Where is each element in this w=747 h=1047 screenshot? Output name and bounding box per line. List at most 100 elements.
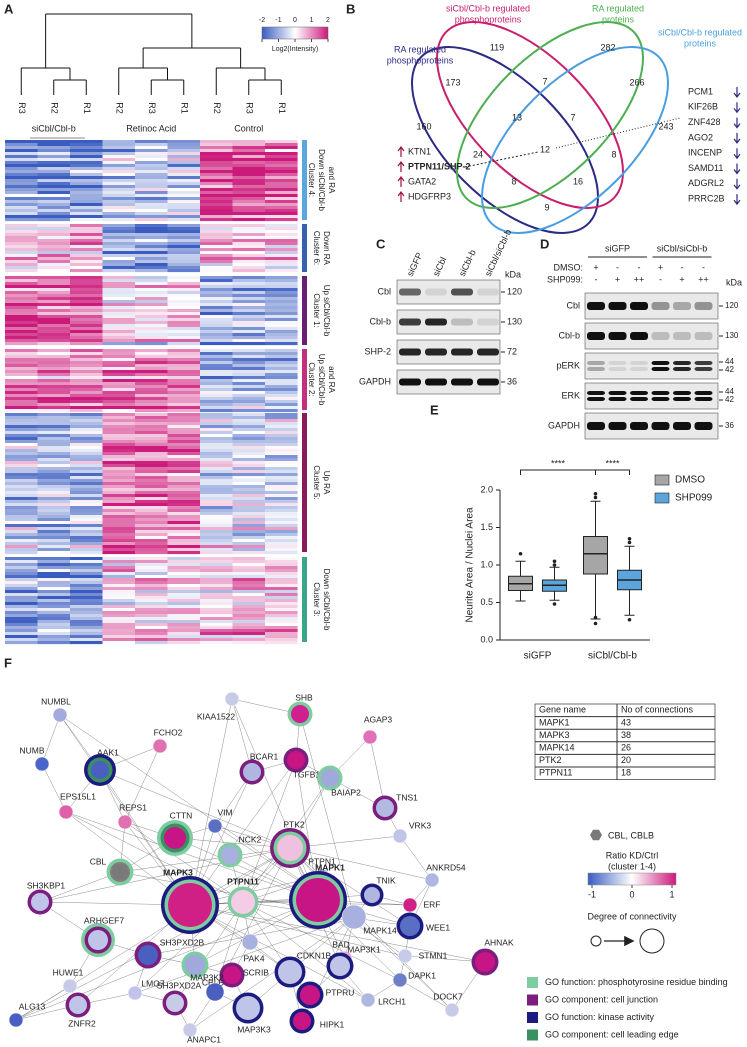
heatmap-cell bbox=[200, 428, 233, 432]
heatmap-cell bbox=[135, 230, 168, 234]
heatmap-cell bbox=[167, 575, 201, 579]
heatmap-cell bbox=[265, 152, 298, 156]
y-tick-label: 1.5 bbox=[480, 522, 493, 532]
heatmap-cell bbox=[200, 566, 233, 570]
heatmap-cell bbox=[167, 500, 201, 504]
heatmap-cell bbox=[200, 294, 233, 298]
band bbox=[651, 422, 670, 430]
heatmap-cell bbox=[265, 391, 298, 395]
blot bbox=[584, 382, 719, 410]
heatmap-cell bbox=[135, 358, 168, 362]
heatmap-cell bbox=[37, 143, 71, 147]
network-node: TNIK bbox=[360, 875, 396, 907]
heatmap-cell bbox=[70, 491, 103, 495]
venn-count: 7 bbox=[570, 112, 575, 122]
heatmap-cell bbox=[70, 638, 103, 642]
heatmap-cell bbox=[5, 623, 38, 627]
heatmap-cell bbox=[200, 536, 233, 540]
heatmap-cell bbox=[167, 446, 201, 450]
heatmap-cell bbox=[5, 197, 38, 201]
heatmap-cell bbox=[70, 242, 103, 246]
heatmap-cell bbox=[70, 206, 103, 210]
network-node: HUWE1 bbox=[53, 967, 84, 994]
node bbox=[207, 818, 223, 834]
heatmap-cell bbox=[232, 242, 266, 246]
node-label: AAK1 bbox=[97, 747, 119, 757]
significance-label: **** bbox=[605, 458, 620, 468]
heatmap-cell bbox=[37, 206, 71, 210]
heatmap-cell bbox=[37, 269, 71, 273]
heatmap-cell bbox=[265, 557, 298, 561]
heatmap-cell bbox=[135, 406, 168, 410]
heatmap-cell bbox=[5, 385, 38, 389]
heatmap-cell bbox=[265, 434, 298, 438]
heatmap-cell bbox=[5, 315, 38, 319]
node-label: AGAP3 bbox=[364, 714, 393, 724]
heatmap-cell bbox=[167, 572, 201, 576]
heatmap-cell bbox=[265, 358, 298, 362]
cluster-bar bbox=[302, 557, 307, 642]
y-tick-label: 0.0 bbox=[480, 634, 493, 644]
node-label: MAPK14 bbox=[363, 925, 397, 935]
heatmap-cell bbox=[135, 464, 168, 468]
heatmap-cell bbox=[135, 185, 168, 189]
heatmap-cell bbox=[167, 294, 201, 298]
heatmap-cell bbox=[265, 203, 298, 207]
colorbar-tick-label: 2 bbox=[326, 17, 330, 24]
heatmap-cell bbox=[70, 545, 103, 549]
heatmap-cell bbox=[135, 309, 168, 313]
panel-letter: A bbox=[4, 1, 14, 16]
heatmap-cell bbox=[70, 361, 103, 365]
band bbox=[673, 367, 691, 371]
heatmap-cell bbox=[102, 638, 136, 642]
venn-set-label: siCbl/Cbl-b regulated bbox=[446, 3, 530, 13]
node-label: PTPN1 bbox=[308, 856, 336, 866]
heatmap-cell bbox=[5, 593, 38, 597]
heatmap-cell bbox=[135, 608, 168, 612]
heatmap-cell bbox=[37, 161, 71, 165]
heatmap-cell bbox=[265, 324, 298, 328]
heatmap-cell bbox=[265, 179, 298, 183]
heatmap-cell bbox=[5, 312, 38, 316]
heatmap-cell bbox=[167, 218, 201, 222]
heatmap-cell bbox=[37, 167, 71, 171]
band bbox=[630, 367, 648, 371]
node-label: VRK3 bbox=[409, 820, 431, 830]
heatmap-cell bbox=[135, 557, 168, 561]
heatmap-cell bbox=[265, 425, 298, 429]
heatmap-cell bbox=[265, 596, 298, 600]
heatmap-cell bbox=[102, 545, 136, 549]
heatmap-cell bbox=[200, 327, 233, 331]
heatmap-cell bbox=[37, 149, 71, 153]
heatmap-cell bbox=[167, 318, 201, 322]
outlier bbox=[627, 540, 632, 545]
heatmap-cell bbox=[200, 596, 233, 600]
outlier bbox=[593, 491, 598, 496]
heatmap-cell bbox=[102, 318, 136, 322]
heatmap-cell bbox=[37, 572, 71, 576]
heatmap-cell bbox=[135, 242, 168, 246]
heatmap-cell bbox=[200, 254, 233, 258]
heatmap-cell bbox=[200, 503, 233, 507]
heatmap-cell bbox=[102, 236, 136, 240]
heatmap-cell bbox=[70, 455, 103, 459]
heatmap-cell bbox=[135, 641, 168, 645]
heatmap-cell bbox=[232, 248, 266, 252]
heatmap-cell bbox=[70, 614, 103, 618]
heatmap-cell bbox=[70, 285, 103, 289]
heatmap-cell bbox=[102, 406, 136, 410]
heatmap-cell bbox=[265, 548, 298, 552]
heatmap-cell bbox=[5, 467, 38, 471]
heatmap-cell bbox=[265, 355, 298, 359]
heatmap-cell bbox=[232, 641, 266, 645]
cluster-label: Down siCbl/Cbl-b bbox=[317, 149, 326, 211]
heatmap-cell bbox=[37, 364, 71, 368]
band bbox=[587, 422, 605, 430]
heatmap-cell bbox=[265, 572, 298, 576]
heatmap-cell bbox=[5, 200, 38, 204]
venn-set-label: RA regulated bbox=[592, 3, 644, 13]
legend-label: DMSO bbox=[675, 475, 705, 486]
heatmap-cell bbox=[232, 209, 266, 213]
heatmap-cell bbox=[37, 155, 71, 159]
heatmap-cell bbox=[200, 560, 233, 564]
